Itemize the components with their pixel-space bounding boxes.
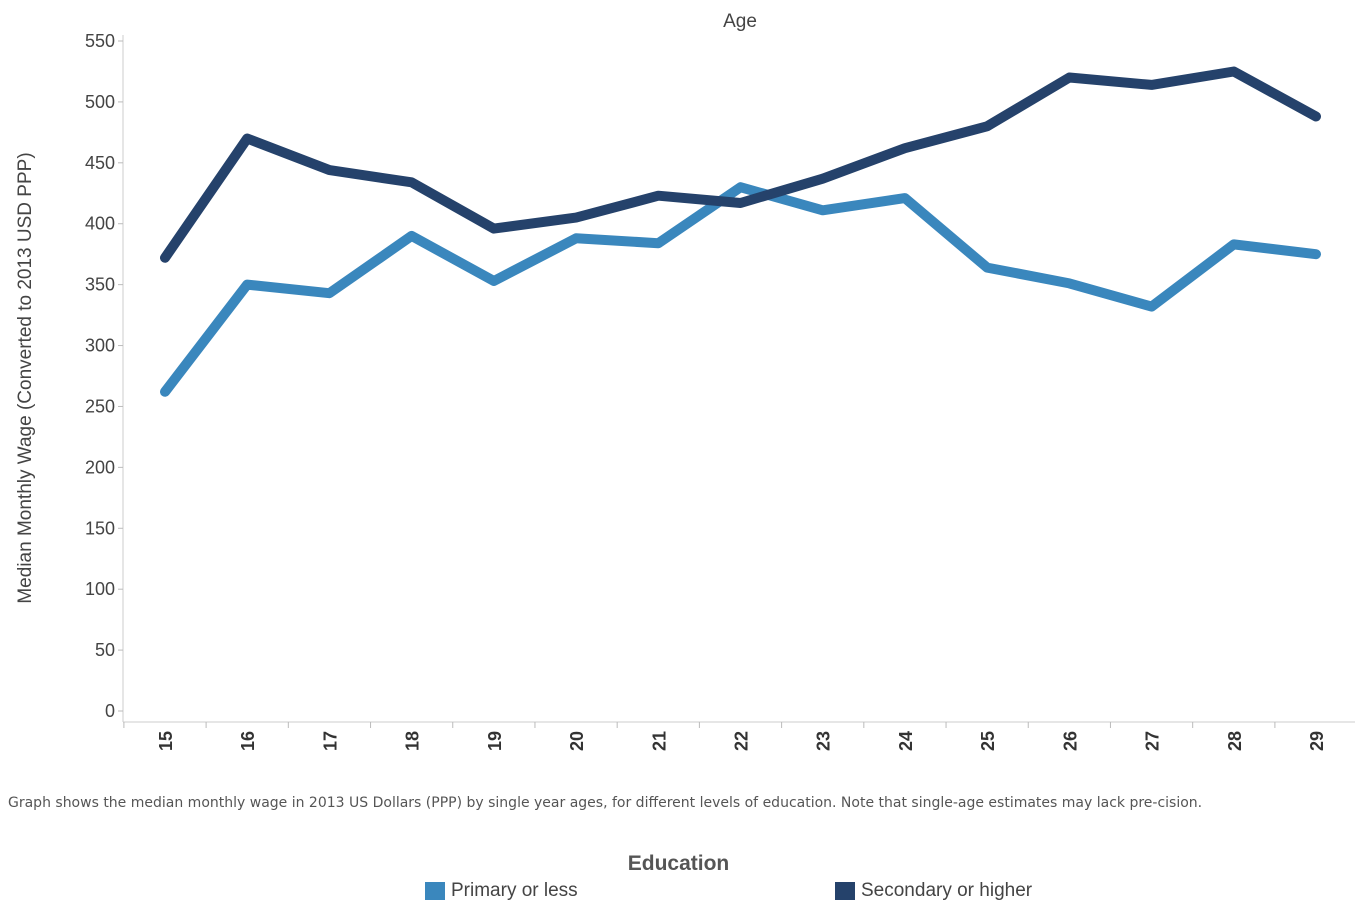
series-line-primary[interactable]: [160, 182, 1321, 397]
series-line-secondary[interactable]: [160, 66, 1321, 263]
chart-caption: Graph shows the median monthly wage in 2…: [8, 795, 1203, 811]
y-tick-label: 400: [85, 214, 115, 234]
y-tick-label: 250: [85, 396, 115, 416]
x-tick-label: 19: [485, 731, 505, 751]
y-tick-label: 350: [85, 275, 115, 295]
x-tick-label: 27: [1143, 731, 1163, 751]
y-tick-label: 300: [85, 336, 115, 356]
x-tick-label: 28: [1225, 731, 1245, 751]
legend-title: Education: [627, 852, 730, 875]
x-tick-label: 29: [1307, 731, 1327, 751]
legend-item-primary[interactable]: Primary or less: [425, 880, 578, 902]
legend-item-secondary[interactable]: Secondary or higher: [835, 880, 1032, 902]
x-tick-label: 15: [156, 731, 176, 751]
y-tick-label: 0: [105, 701, 115, 721]
x-tick-label: 22: [732, 731, 752, 751]
x-tick-label: 25: [978, 731, 998, 751]
x-tick-label: 17: [320, 731, 340, 751]
legend-swatch-secondary: [835, 882, 855, 900]
x-tick-label: 23: [814, 731, 834, 751]
line-chart: Age Median Monthly Wage (Converted to 20…: [15, 11, 1355, 751]
x-tick-label: 24: [896, 731, 916, 751]
y-tick-label: 100: [85, 579, 115, 599]
chart-title: Age: [723, 11, 757, 32]
x-tick-label: 21: [649, 731, 669, 751]
legend-label-secondary: Secondary or higher: [861, 880, 1033, 901]
y-tick-label: 200: [85, 457, 115, 477]
y-axis-ticks: 0 50 100 150 200 250 300 350 400 450 500 550: [85, 31, 123, 721]
y-tick-label: 50: [95, 640, 115, 660]
legend-label-primary: Primary or less: [451, 880, 578, 901]
legend-swatch-primary: [425, 882, 445, 900]
y-tick-label: 150: [85, 518, 115, 538]
y-tick-label: 450: [85, 153, 115, 173]
x-tick-label: 18: [403, 731, 423, 751]
y-tick-label: 550: [85, 31, 115, 51]
y-axis-label: Median Monthly Wage (Converted to 2013 U…: [15, 152, 36, 603]
series-layer: [160, 66, 1321, 397]
x-tick-label: 20: [567, 731, 587, 751]
x-axis-ticks: 15 16 17 18 19 20 21 22 23 24 25 26 27 28 29: [123, 722, 1327, 751]
x-tick-label: 26: [1060, 731, 1080, 751]
x-tick-label: 16: [238, 731, 258, 751]
y-tick-label: 500: [85, 92, 115, 112]
